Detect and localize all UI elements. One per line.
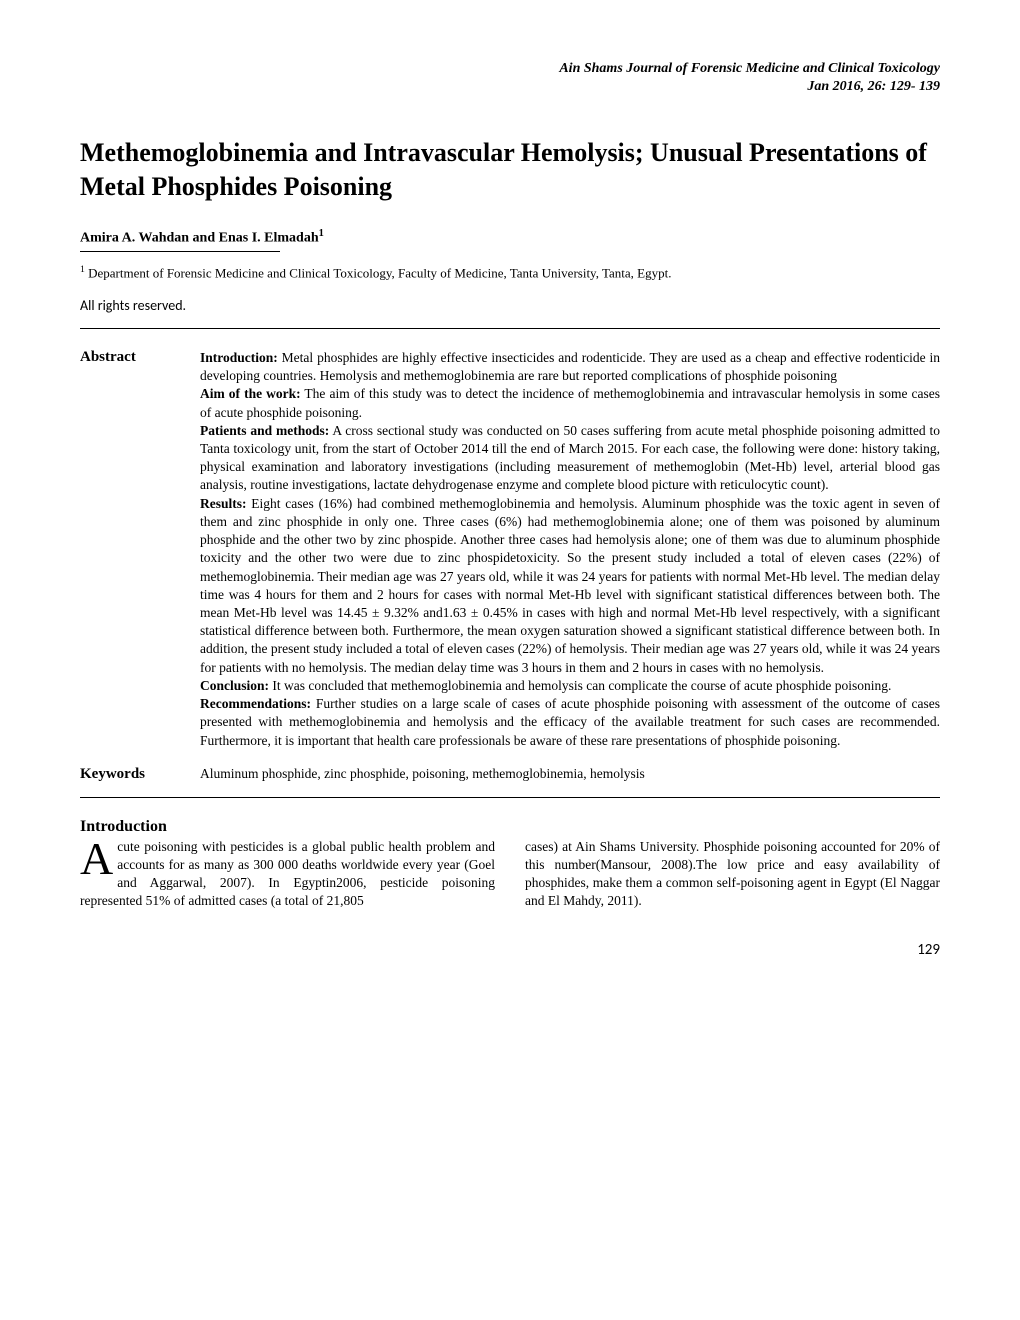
- introduction-column-right: cases) at Ain Shams University. Phosphid…: [525, 838, 940, 911]
- divider-top: [80, 328, 940, 329]
- abstract-methods-label: Patients and methods:: [200, 423, 329, 438]
- abstract-conclusion-label: Conclusion:: [200, 678, 269, 693]
- abstract-conclusion: Conclusion: It was concluded that methem…: [200, 677, 940, 695]
- introduction-heading: Introduction: [80, 818, 940, 836]
- abstract-aim-label: Aim of the work:: [200, 386, 301, 401]
- divider-short: [80, 251, 280, 252]
- dropcap: A: [80, 838, 117, 878]
- keywords-content: Aluminum phosphide, zinc phosphide, pois…: [200, 766, 645, 783]
- introduction-text-right: cases) at Ain Shams University. Phosphid…: [525, 839, 940, 909]
- abstract-results-label: Results:: [200, 496, 247, 511]
- abstract-recommendations-label: Recommendations:: [200, 696, 311, 711]
- abstract-conclusion-text: It was concluded that methemoglobinemia …: [269, 678, 891, 693]
- abstract-results-text: Eight cases (16%) had combined methemogl…: [200, 496, 940, 675]
- introduction-column-left: Acute poisoning with pesticides is a glo…: [80, 838, 495, 911]
- introduction-columns: Acute poisoning with pesticides is a glo…: [80, 838, 940, 911]
- abstract-methods: Patients and methods: A cross sectional …: [200, 422, 940, 495]
- keywords-block: Keywords Aluminum phosphide, zinc phosph…: [80, 766, 940, 783]
- journal-header: Ain Shams Journal of Forensic Medicine a…: [80, 60, 940, 96]
- journal-issue: Jan 2016, 26: 129- 139: [80, 78, 940, 96]
- abstract-intro-text: Metal phosphides are highly effective in…: [200, 350, 940, 383]
- abstract-aim-text: The aim of this study was to detect the …: [200, 386, 940, 419]
- author-superscript: 1: [319, 228, 324, 239]
- abstract-recommendations-text: Further studies on a large scale of case…: [200, 696, 940, 747]
- abstract-block: Abstract Introduction: Metal phosphides …: [80, 349, 940, 750]
- abstract-content: Introduction: Metal phosphides are highl…: [200, 349, 940, 750]
- abstract-intro: Introduction: Metal phosphides are highl…: [200, 349, 940, 385]
- abstract-aim: Aim of the work: The aim of this study w…: [200, 385, 940, 421]
- abstract-label: Abstract: [80, 349, 200, 750]
- divider-bottom: [80, 797, 940, 798]
- journal-name: Ain Shams Journal of Forensic Medicine a…: [80, 60, 940, 78]
- affiliation-line: 1 Department of Forensic Medicine and Cl…: [80, 264, 940, 281]
- rights-text: All rights reserved.: [80, 297, 940, 314]
- affiliation-text: Department of Forensic Medicine and Clin…: [85, 265, 672, 280]
- abstract-intro-label: Introduction:: [200, 350, 278, 365]
- introduction-text-left: cute poisoning with pesticides is a glob…: [80, 839, 495, 909]
- abstract-recommendations: Recommendations: Further studies on a la…: [200, 695, 940, 750]
- article-title: Methemoglobinemia and Intravascular Hemo…: [80, 136, 940, 204]
- keywords-label: Keywords: [80, 766, 200, 783]
- page-number: 129: [80, 941, 940, 959]
- authors-names: Amira A. Wahdan and Enas I. Elmadah: [80, 231, 319, 246]
- authors-line: Amira A. Wahdan and Enas I. Elmadah1: [80, 228, 940, 247]
- abstract-results: Results: Eight cases (16%) had combined …: [200, 495, 940, 677]
